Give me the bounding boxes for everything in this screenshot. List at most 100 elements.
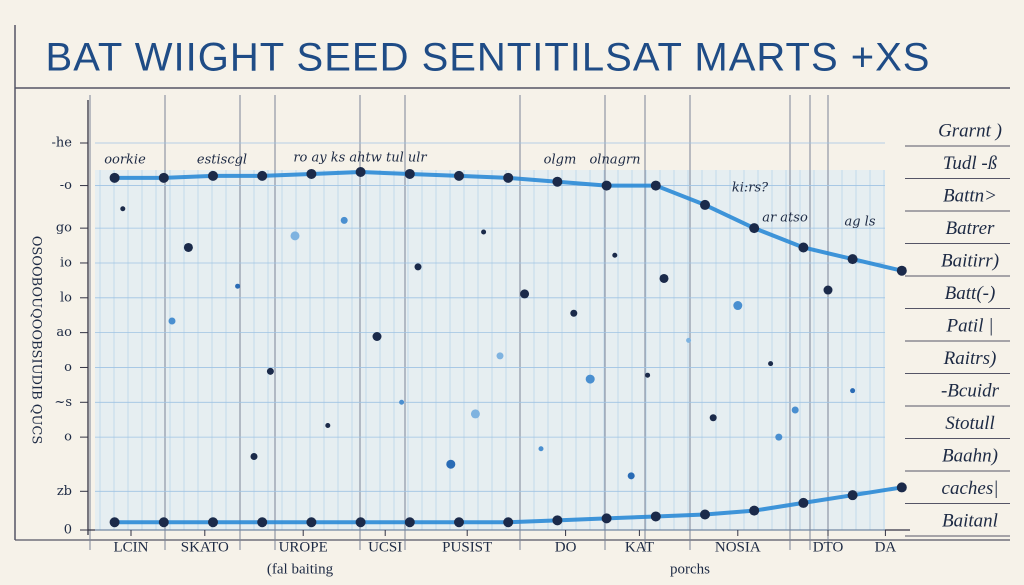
right-label: Patil |: [946, 315, 994, 336]
y-tick-label: o: [64, 360, 72, 375]
series-point: [601, 513, 612, 524]
annotation: estiscgl: [197, 153, 247, 168]
annotation: ro ay ks ahtw tul ulr: [293, 151, 427, 166]
right-label: Baahn): [942, 445, 998, 466]
series-point: [454, 517, 464, 528]
series-point: [306, 168, 317, 179]
annotation: oorkie: [104, 153, 146, 168]
series-point: [503, 172, 514, 183]
y-tick-label: go: [56, 221, 72, 236]
scatter-point: [325, 423, 331, 429]
x-tick-label: UROPE: [279, 539, 328, 555]
scatter-point: [627, 472, 635, 480]
scatter-point: [612, 252, 618, 258]
series-point: [257, 517, 268, 528]
scatter-point: [481, 229, 487, 235]
series-point: [749, 223, 760, 234]
subtitle: porchs: [670, 561, 710, 577]
series-point: [158, 172, 169, 183]
x-tick-label: PUSIST: [442, 539, 492, 555]
series-point: [896, 482, 907, 493]
scatter-point: [496, 352, 504, 360]
series-point: [847, 490, 858, 501]
series-point: [650, 511, 661, 522]
scatter-point: [470, 409, 480, 419]
scatter-point: [686, 337, 692, 343]
y-tick-label: -o: [60, 178, 72, 193]
series-point: [454, 170, 464, 181]
series-point: [158, 517, 169, 528]
subtitle: (fal baiting: [267, 561, 334, 577]
x-tick-label: DA: [875, 539, 897, 555]
scatter-point: [183, 242, 193, 252]
x-tick-label: UCSI: [368, 539, 402, 555]
series-point: [798, 242, 809, 253]
series-point: [749, 505, 760, 516]
scatter-point: [585, 374, 595, 384]
series-point: [306, 517, 317, 528]
y-tick-label: ~s: [54, 395, 72, 410]
y-tick-label: -he: [52, 136, 73, 151]
scatter-point: [768, 361, 774, 367]
scatter-point: [570, 309, 578, 317]
y-tick-label: io: [60, 255, 72, 270]
x-tick-label: DO: [555, 539, 577, 555]
x-tick-label: NOSIA: [715, 539, 761, 555]
x-tick-label: KAT: [625, 539, 654, 555]
series-point: [208, 170, 218, 181]
series-point: [257, 170, 268, 181]
series-point: [650, 180, 661, 191]
scatter-point: [414, 263, 422, 271]
right-label: Batrer: [946, 218, 996, 239]
y-tick-label: ao: [56, 325, 72, 340]
series-point: [798, 497, 809, 508]
y-axis-label: OSOOBOUQOOBSIUDIB QUCS: [29, 236, 44, 445]
scatter-point: [659, 273, 669, 283]
right-label: Battn>: [943, 185, 997, 206]
series-point: [355, 517, 366, 528]
series-point: [404, 517, 415, 528]
series-point: [109, 172, 120, 183]
x-tick-label: LCIN: [114, 539, 149, 555]
series-point: [896, 265, 907, 276]
scatter-point: [372, 332, 382, 341]
series-point: [847, 254, 858, 265]
annotation: olgm: [544, 153, 577, 168]
chart-title: BAT WIIGHT SEED SENTITILSAT MARTS +XS: [46, 36, 931, 80]
annotation: ki:rs?: [732, 181, 769, 196]
scatter-point: [775, 433, 783, 441]
right-label: Tudl -ß: [943, 153, 998, 174]
scatter-point: [235, 283, 241, 289]
series-point: [503, 517, 514, 528]
scatter-point: [520, 289, 530, 299]
scatter-point: [446, 459, 456, 469]
series-point: [208, 517, 218, 528]
scatter-point: [266, 367, 274, 375]
scatter-point: [823, 285, 833, 295]
scatter-point: [733, 301, 743, 311]
scatter-point: [168, 317, 176, 325]
scatter-point: [340, 216, 348, 224]
scatter-point: [709, 414, 717, 422]
annotation: ag ls: [844, 215, 875, 230]
scatter-point: [290, 231, 300, 241]
right-label: Stotull: [945, 413, 995, 434]
scatter-point: [250, 452, 258, 460]
y-tick-label: zb: [57, 484, 72, 499]
y-tick-label: 0: [64, 523, 72, 538]
right-label: -Bcuidr: [941, 380, 1000, 401]
series-point: [552, 515, 563, 526]
annotation: olnagrn: [589, 153, 640, 168]
series-point: [700, 509, 710, 520]
scatter-point: [791, 406, 799, 414]
series-point: [355, 167, 366, 178]
right-label: caches|: [942, 478, 999, 499]
series-point: [404, 168, 415, 179]
scatter-point: [399, 399, 405, 405]
right-label: Grarnt ): [938, 120, 1002, 141]
right-label: Batt(-): [945, 283, 996, 304]
series-point: [700, 199, 710, 210]
right-label: Raitrs): [943, 348, 997, 369]
right-label: Baitirr): [941, 250, 999, 271]
